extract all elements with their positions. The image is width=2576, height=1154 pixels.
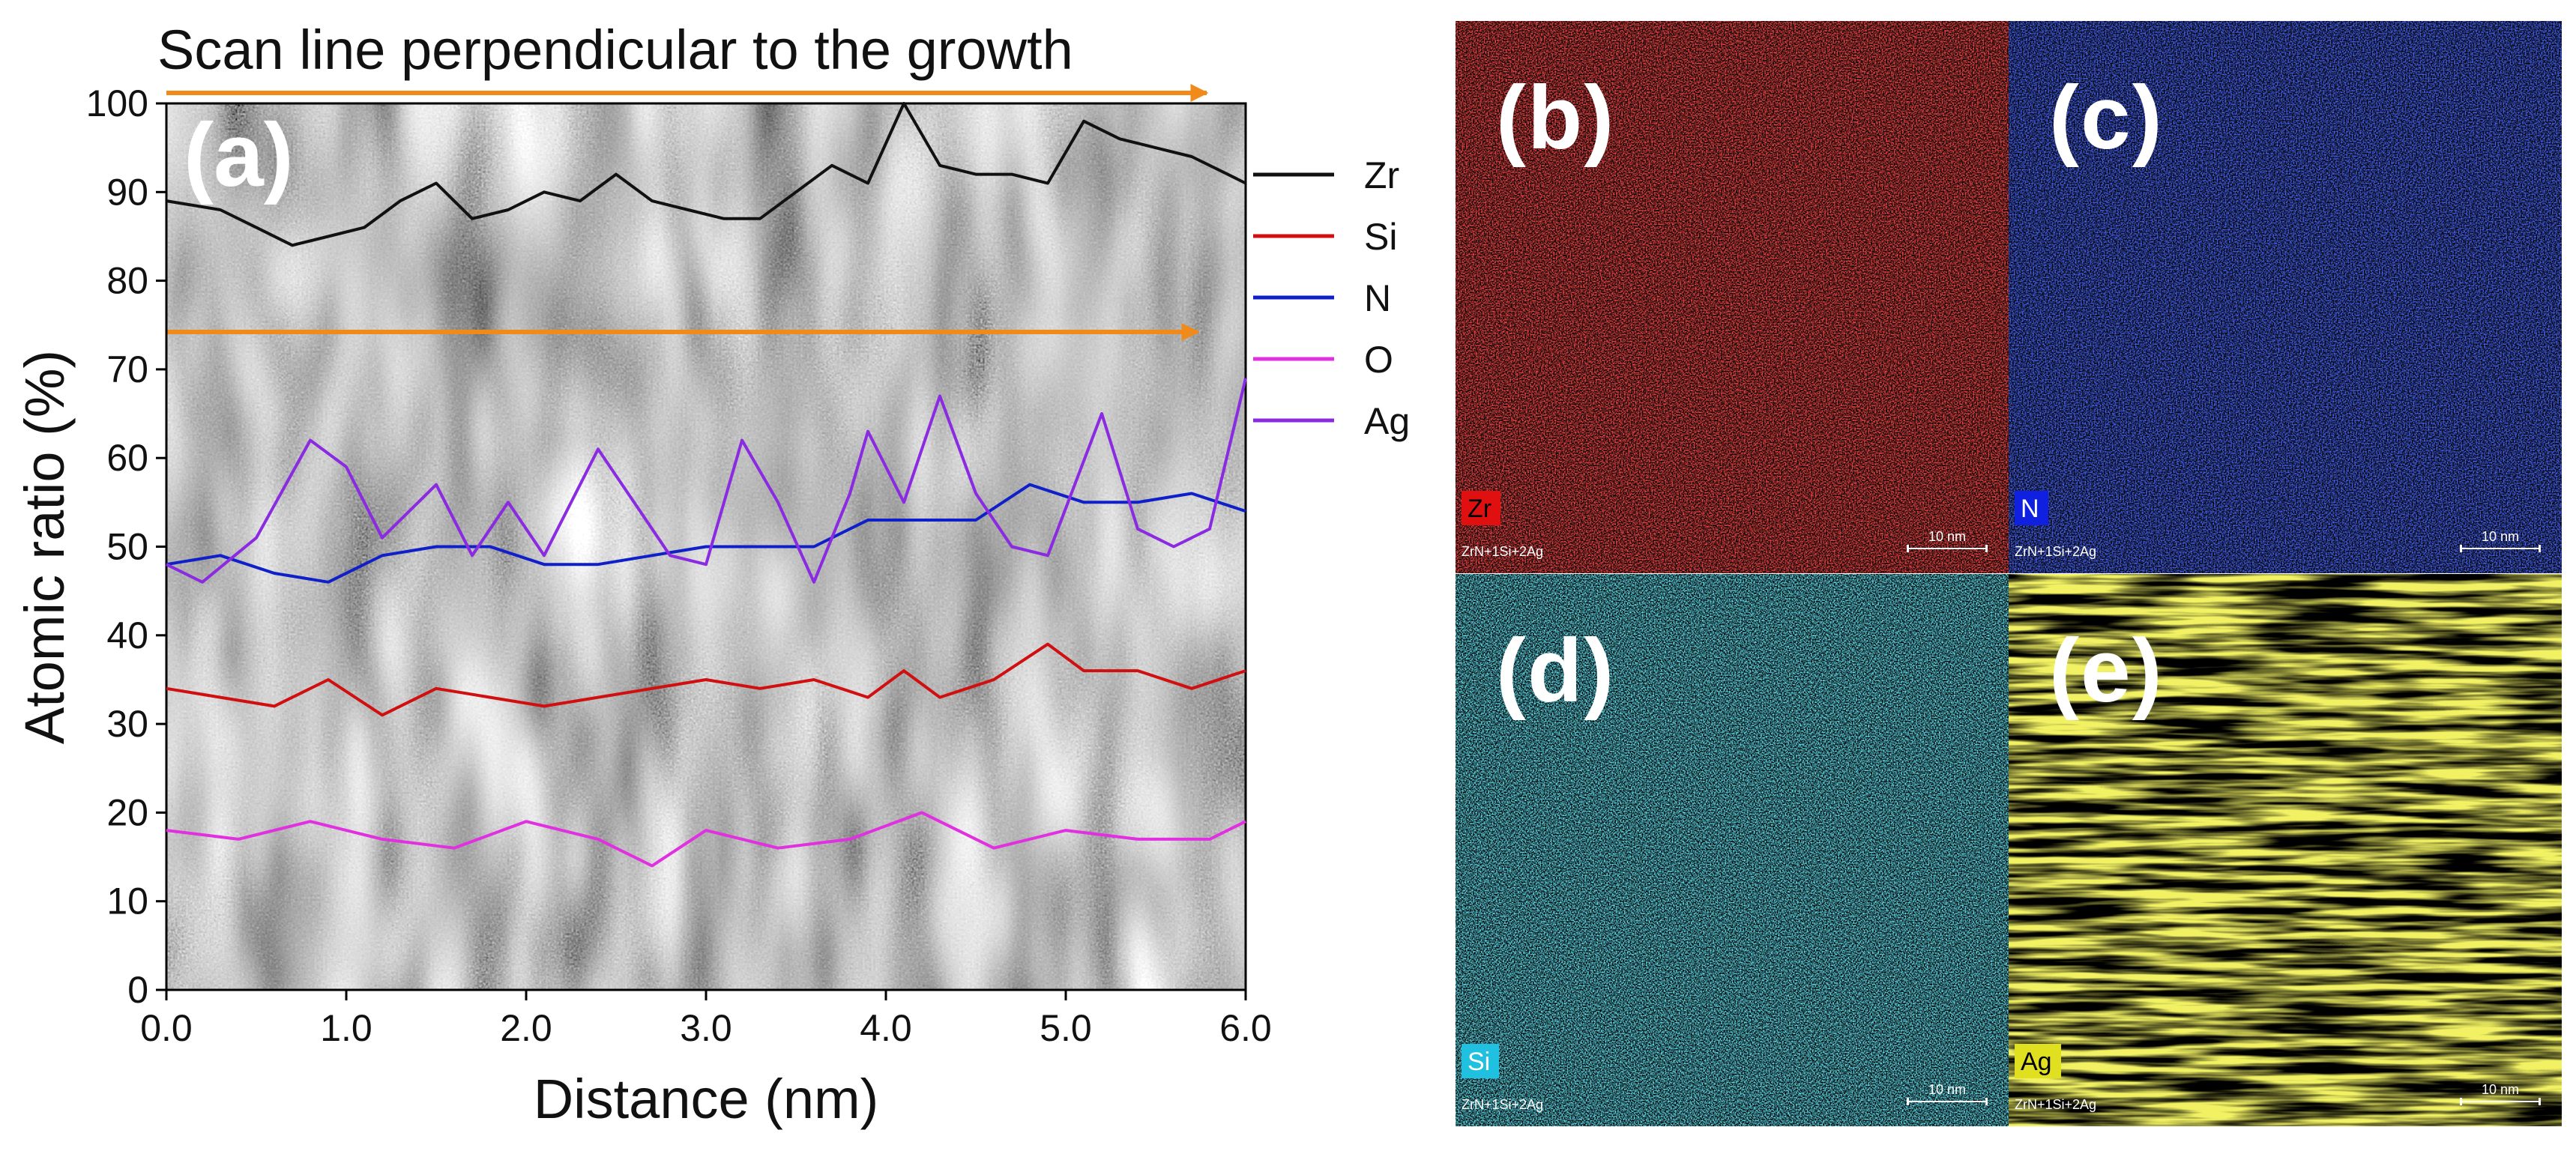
eds-map-ag: (e) Ag ZrN+1Si+2Ag 10 nm [2009, 574, 2562, 1126]
sample-label: ZrN+1Si+2Ag [2015, 1097, 2097, 1112]
eds-maps: (b) Zr ZrN+1Si+2Ag 10 nm (c) N ZrN+1Si+2Ag 10 n… [1456, 21, 2562, 1126]
legend-label-zr: Zr [1364, 154, 1399, 196]
legend-label-o: O [1364, 339, 1393, 381]
y-tick-label: 20 [106, 791, 148, 833]
element-badge: N [2015, 491, 2048, 525]
scale-bar-label: 10 nm [2481, 529, 2520, 544]
scale-bar [1907, 1098, 1988, 1105]
eds-map-image [1456, 574, 2009, 1126]
scale-bar [2460, 1098, 2541, 1105]
eds-map-image [2009, 21, 2562, 573]
legend: Zr Si NO Ag [1253, 154, 1410, 442]
chart-title: Scan line perpendicular to the growth [157, 19, 1073, 81]
scale-bar-label: 10 nm [1928, 1082, 1967, 1097]
legend-label-n: N [1364, 277, 1391, 319]
sample-label: ZrN+1Si+2Ag [1462, 1097, 1544, 1112]
element-badge: Ag [2015, 1044, 2061, 1078]
y-tick-label: 60 [106, 437, 148, 479]
y-axis-label: Atomic ratio (%) [13, 350, 76, 744]
x-axis-label: Distance (nm) [534, 1068, 879, 1130]
series-line-n [166, 483, 1246, 584]
legend-label-si: Si [1364, 216, 1397, 258]
scale-bar-label: 10 nm [1928, 529, 1967, 544]
line-chart: Scan line perpendicular to the growth (a… [13, 19, 1410, 1130]
eds-map-si: (d) Si ZrN+1Si+2Ag 10 nm [1456, 574, 2009, 1126]
eds-map-image [2009, 574, 2562, 1126]
y-tick-label: 80 [106, 260, 148, 302]
sample-label: ZrN+1Si+2Ag [2015, 544, 2097, 559]
y-tick-label: 50 [106, 526, 148, 568]
series [166, 102, 1247, 868]
series-line-o [166, 811, 1246, 868]
x-tick-label: 4.0 [860, 1007, 912, 1049]
map-panel-label: (e) [2049, 620, 2164, 721]
scale-bar-label: 10 nm [2481, 1082, 2520, 1097]
x-tick-label: 0.0 [140, 1007, 193, 1049]
legend-label-ag: Ag [1364, 400, 1410, 442]
x-tick-label: 3.0 [680, 1007, 732, 1049]
ticks: 0.0 1.0 2.0 3.0 4.0 5.0 6.0 0 10 20 30 40 50 60 70 80 90… [86, 82, 1272, 1049]
eds-map-n: (c) N ZrN+1Si+2Ag 10 nm [2009, 21, 2562, 573]
eds-map-zr: (b) Zr ZrN+1Si+2Ag 10 nm [1456, 21, 2009, 573]
y-tick-label: 90 [106, 171, 148, 213]
y-tick-label: 40 [106, 614, 148, 656]
map-panel-label: (c) [2049, 67, 2164, 168]
series-line-ag [166, 378, 1247, 584]
x-tick-label: 5.0 [1040, 1007, 1092, 1049]
scale-bar [2460, 545, 2541, 552]
x-tick-label: 6.0 [1219, 1007, 1272, 1049]
element-badge: Si [1462, 1044, 1500, 1078]
y-tick-label: 100 [86, 82, 148, 124]
y-tick-label: 30 [106, 703, 148, 745]
panel-label-a: (a) [184, 105, 294, 205]
eds-map-image [1456, 21, 2009, 573]
series-line-si [166, 642, 1246, 717]
scale-bar [1907, 545, 1988, 552]
map-panel-label: (d) [1496, 620, 1616, 721]
x-tick-label: 2.0 [500, 1007, 552, 1049]
y-tick-label: 70 [106, 348, 148, 390]
x-tick-label: 1.0 [320, 1007, 372, 1049]
series-line-zr [166, 102, 1246, 247]
sample-label: ZrN+1Si+2Ag [1462, 544, 1544, 559]
y-tick-label: 0 [127, 969, 148, 1011]
map-panel-label: (b) [1496, 67, 1616, 168]
y-tick-label: 10 [106, 880, 148, 922]
element-badge: Zr [1462, 491, 1501, 525]
